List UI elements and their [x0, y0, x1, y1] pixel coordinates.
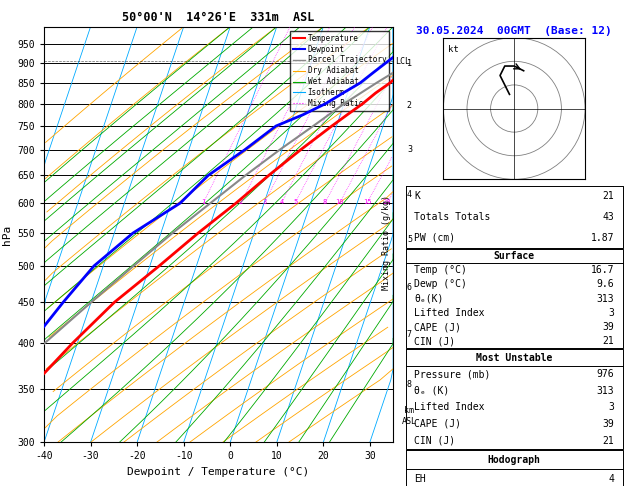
Text: Temp (°C): Temp (°C) [415, 265, 467, 275]
Text: 20: 20 [383, 199, 391, 205]
Text: PW (cm): PW (cm) [415, 233, 455, 243]
Text: 2: 2 [239, 199, 243, 205]
Text: 8: 8 [407, 380, 412, 389]
Text: Pressure (mb): Pressure (mb) [415, 369, 491, 379]
Text: 1: 1 [201, 199, 206, 205]
Text: 3: 3 [608, 402, 614, 413]
Text: 7: 7 [407, 330, 412, 339]
Text: km
ASL: km ASL [402, 406, 417, 426]
Text: Most Unstable: Most Unstable [476, 352, 552, 363]
Text: 2: 2 [407, 102, 412, 110]
Text: 43: 43 [603, 212, 614, 222]
Text: 5: 5 [293, 199, 298, 205]
Text: 21: 21 [603, 191, 614, 202]
X-axis label: Dewpoint / Temperature (°C): Dewpoint / Temperature (°C) [128, 467, 309, 477]
Text: 4: 4 [608, 474, 614, 484]
Text: θₑ (K): θₑ (K) [415, 386, 450, 396]
Y-axis label: hPa: hPa [2, 225, 12, 244]
Text: 4: 4 [407, 190, 412, 199]
Text: 39: 39 [603, 322, 614, 332]
Text: CIN (J): CIN (J) [415, 435, 455, 446]
Text: 313: 313 [596, 294, 614, 304]
Text: 9.6: 9.6 [596, 279, 614, 289]
Text: θₑ(K): θₑ(K) [415, 294, 444, 304]
Text: 3: 3 [608, 308, 614, 318]
Text: Lifted Index: Lifted Index [415, 308, 485, 318]
Text: Hodograph: Hodograph [487, 454, 541, 465]
Text: CIN (J): CIN (J) [415, 336, 455, 346]
Text: 313: 313 [596, 386, 614, 396]
Text: LCL: LCL [395, 57, 410, 66]
Text: 1.87: 1.87 [591, 233, 614, 243]
Text: 1: 1 [407, 59, 412, 68]
Text: 8: 8 [323, 199, 327, 205]
Text: Surface: Surface [494, 251, 535, 261]
Text: EH: EH [415, 474, 426, 484]
Text: 3: 3 [407, 145, 412, 155]
Text: 976: 976 [596, 369, 614, 379]
Text: 3: 3 [262, 199, 267, 205]
Text: 6: 6 [407, 283, 412, 292]
Text: 39: 39 [603, 419, 614, 429]
Text: CAPE (J): CAPE (J) [415, 419, 462, 429]
Text: 30.05.2024  00GMT  (Base: 12): 30.05.2024 00GMT (Base: 12) [416, 26, 612, 36]
Text: 4: 4 [279, 199, 284, 205]
Text: Totals Totals: Totals Totals [415, 212, 491, 222]
Text: 10: 10 [335, 199, 344, 205]
Text: 21: 21 [603, 336, 614, 346]
Title: 50°00'N  14°26'E  331m  ASL: 50°00'N 14°26'E 331m ASL [123, 11, 314, 24]
Text: Dewp (°C): Dewp (°C) [415, 279, 467, 289]
Text: K: K [415, 191, 420, 202]
Legend: Temperature, Dewpoint, Parcel Trajectory, Dry Adiabat, Wet Adiabat, Isotherm, Mi: Temperature, Dewpoint, Parcel Trajectory… [290, 31, 389, 111]
Text: 5: 5 [407, 235, 412, 244]
Text: Lifted Index: Lifted Index [415, 402, 485, 413]
Text: Mixing Ratio (g/kg): Mixing Ratio (g/kg) [382, 195, 391, 291]
Text: 21: 21 [603, 435, 614, 446]
Text: 16.7: 16.7 [591, 265, 614, 275]
Text: 15: 15 [363, 199, 371, 205]
Text: CAPE (J): CAPE (J) [415, 322, 462, 332]
